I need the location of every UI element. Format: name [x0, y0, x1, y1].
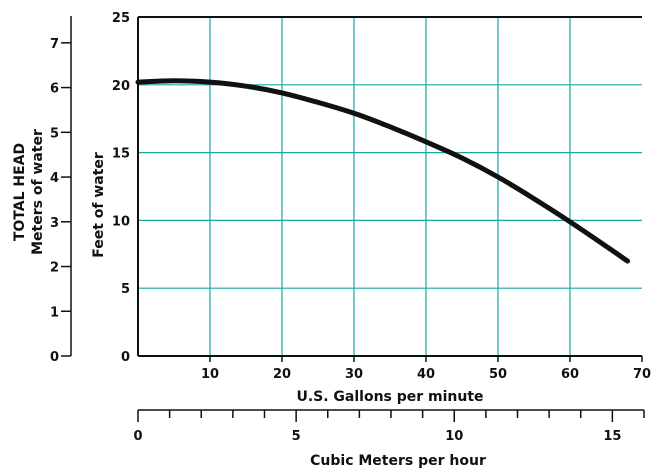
y-tick-label-15: 15 — [112, 147, 130, 162]
y-tick-label-25: 25 — [112, 11, 130, 26]
x2-tick-label-5: 5 — [292, 429, 301, 444]
y-axis-title: Feet of water — [91, 152, 107, 258]
y2-tick-label-3: 3 — [50, 216, 59, 231]
plot-frame — [61, 16, 645, 422]
x-tick-label-20: 20 — [273, 367, 291, 382]
x2-tick-label-10: 10 — [445, 429, 463, 444]
y2-tick-label-5: 5 — [50, 126, 59, 141]
y2-tick-label-1: 1 — [50, 305, 59, 320]
y2-tick-label-2: 2 — [50, 261, 59, 276]
y-tick-label-10: 10 — [112, 214, 130, 229]
x-tick-label-60: 60 — [561, 367, 579, 382]
x-tick-label-50: 50 — [489, 367, 507, 382]
x2-tick-label-15: 15 — [603, 429, 621, 444]
y-tick-label-0: 0 — [121, 350, 130, 365]
y2-tick-label-7: 7 — [50, 37, 59, 52]
x-tick-label-40: 40 — [417, 367, 435, 382]
y-tick-label-20: 20 — [112, 79, 130, 94]
y2-axis-title-line2: Meters of water — [30, 129, 46, 255]
y-tick-label-5: 5 — [121, 282, 130, 297]
y2-tick-label-0: 0 — [50, 350, 59, 365]
series-line-0 — [135, 78, 631, 264]
x-tick-label-30: 30 — [345, 367, 363, 382]
x2-axis-title: Cubic Meters per hour — [310, 453, 486, 469]
y2-tick-label-6: 6 — [50, 82, 59, 97]
x-axis-title: U.S. Gallons per minute — [296, 389, 483, 405]
x-tick-label-10: 10 — [201, 367, 219, 382]
grid-lines — [138, 17, 642, 356]
x-tick-label-70: 70 — [633, 367, 651, 382]
curve-layer — [135, 78, 631, 264]
y2-axis-title-line1: TOTAL HEAD — [12, 143, 28, 241]
x2-tick-label-0: 0 — [133, 429, 142, 444]
y2-tick-label-4: 4 — [50, 171, 59, 186]
